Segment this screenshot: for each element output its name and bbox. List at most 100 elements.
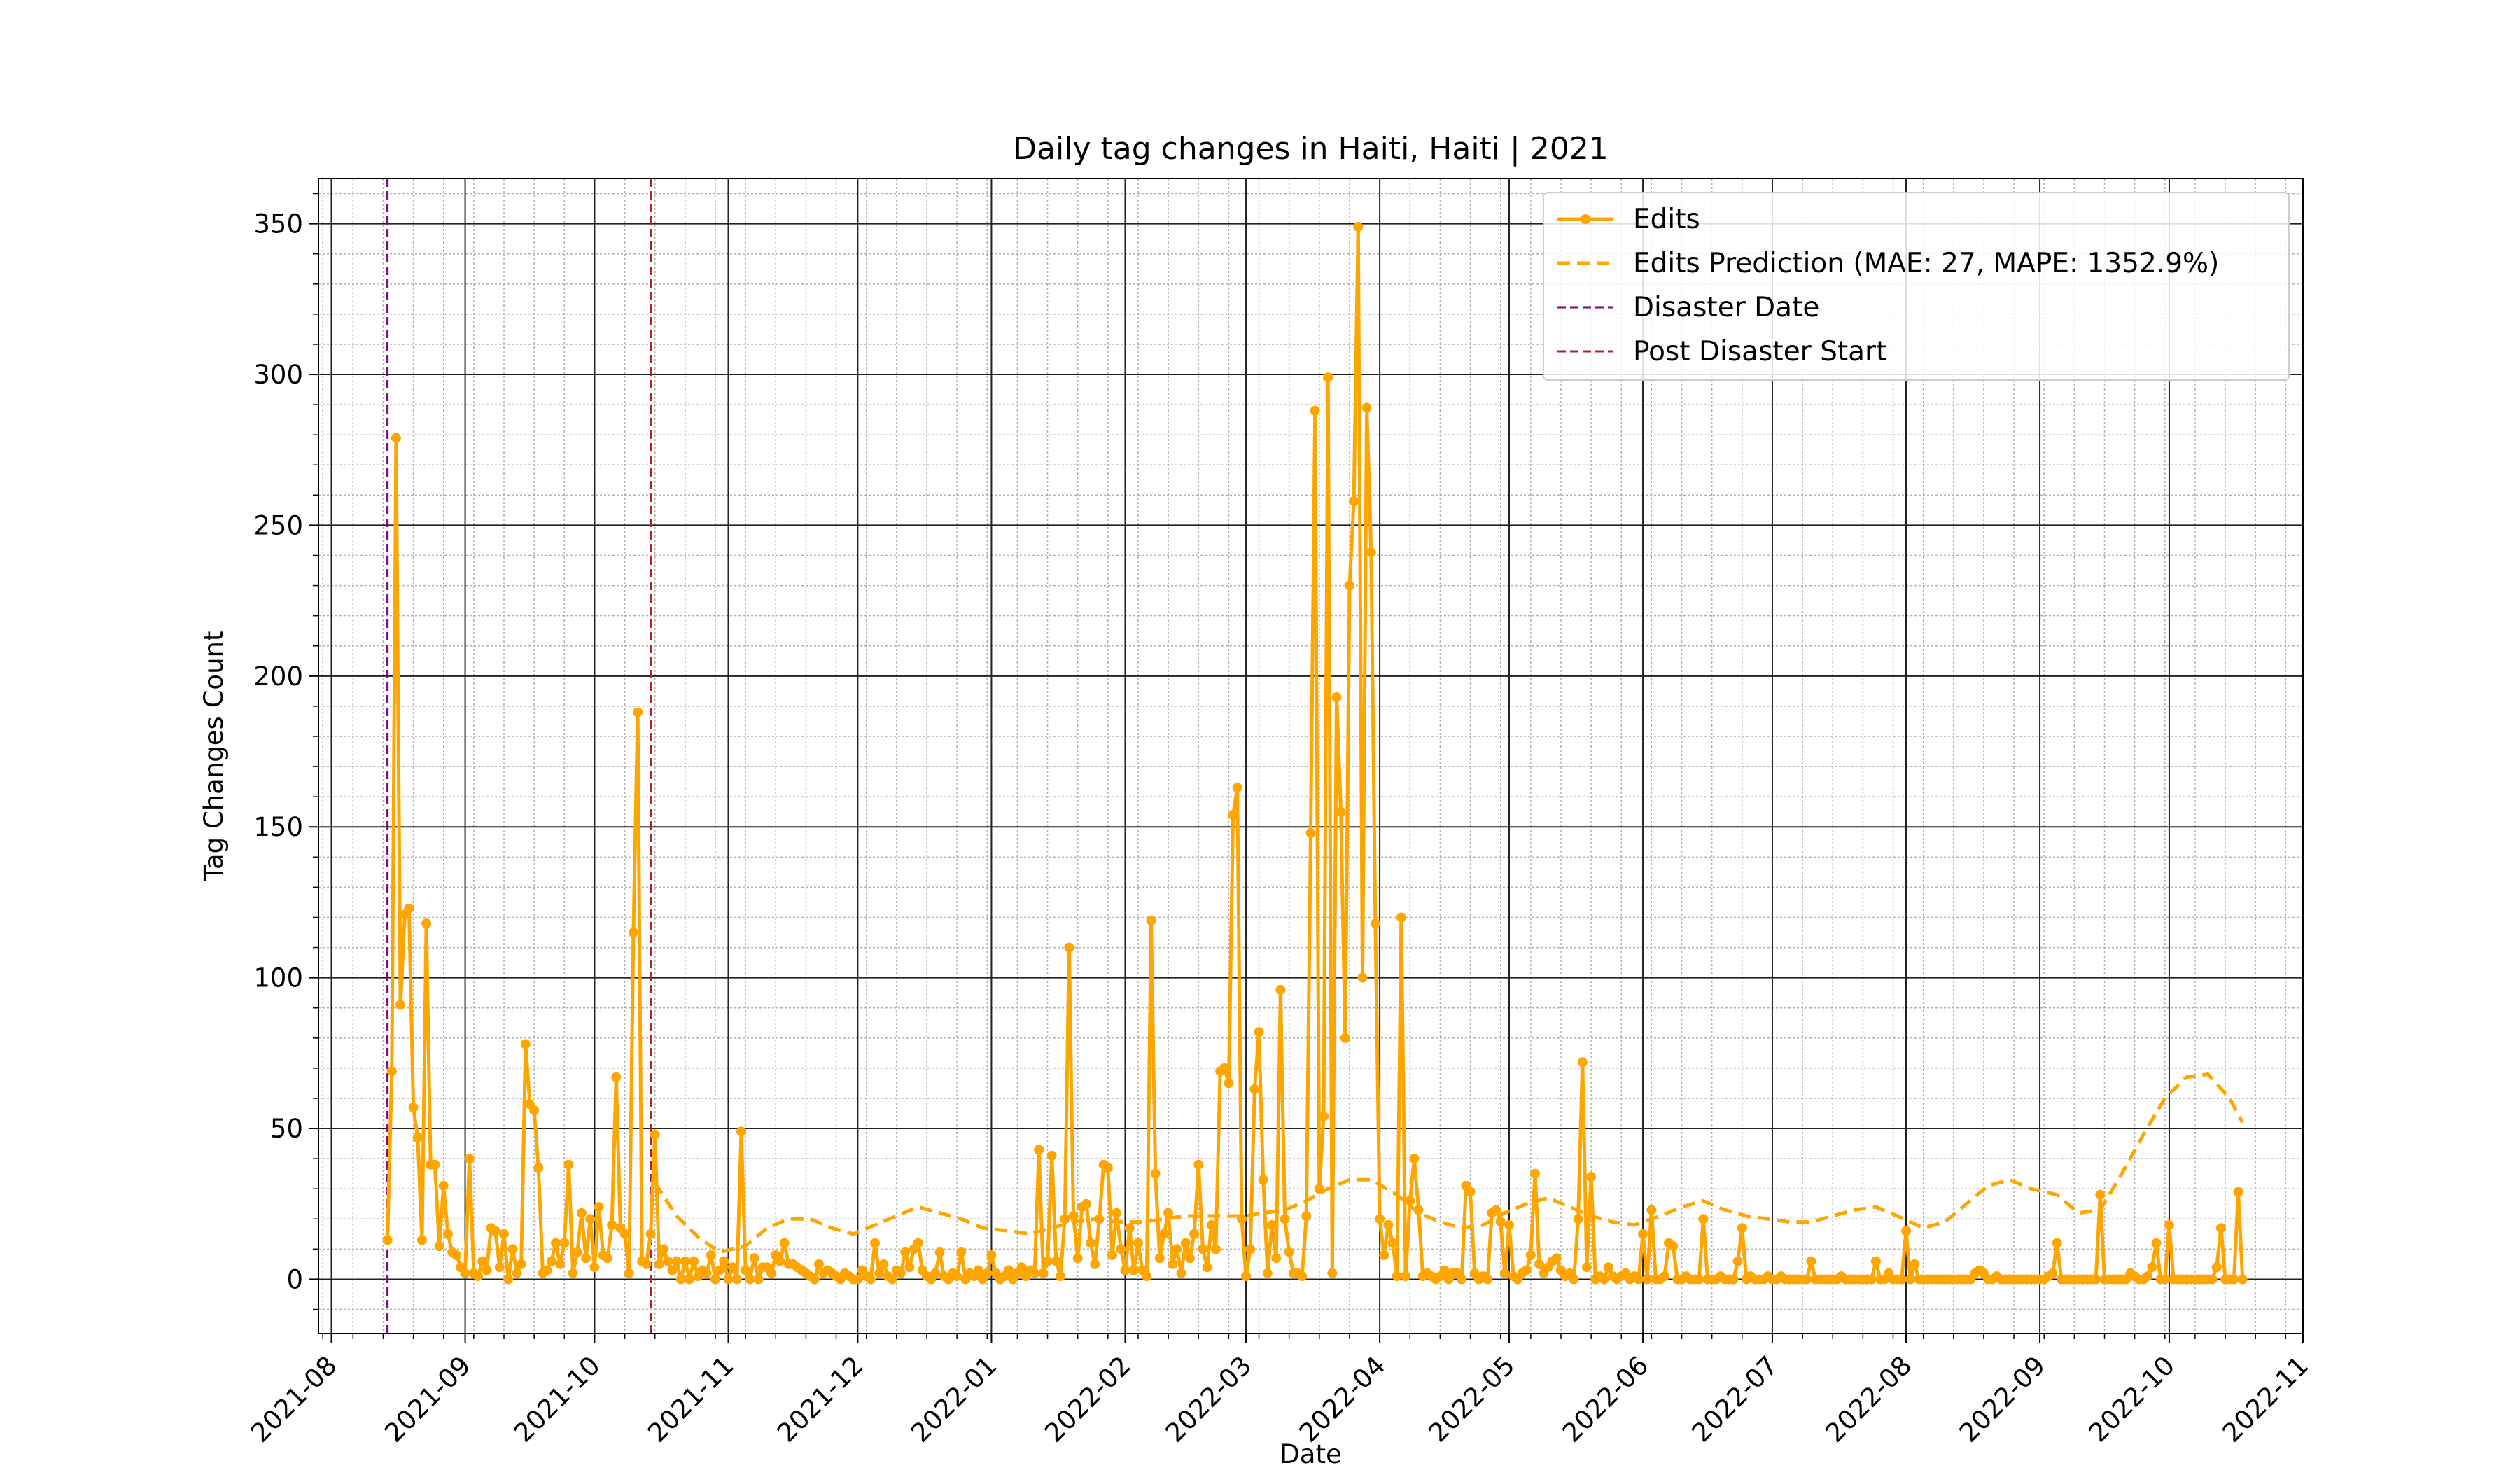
edits-point bbox=[2143, 1271, 2153, 1282]
edits-point bbox=[442, 1228, 453, 1239]
edits-point bbox=[559, 1238, 570, 1248]
edits-point bbox=[1150, 1168, 1161, 1179]
edits-point bbox=[624, 1268, 634, 1278]
edits-point bbox=[715, 1265, 725, 1275]
edits-point bbox=[1530, 1168, 1540, 1179]
edits-point bbox=[576, 1208, 587, 1218]
edits-point bbox=[934, 1247, 945, 1257]
edits-point bbox=[620, 1228, 630, 1239]
edits-point bbox=[1491, 1205, 1502, 1215]
edits-point bbox=[1642, 1274, 1653, 1284]
edits-point bbox=[1210, 1244, 1221, 1254]
edits-point bbox=[1262, 1268, 1273, 1278]
edits-point bbox=[1737, 1223, 1747, 1233]
edits-point bbox=[1297, 1271, 1308, 1282]
edits-point bbox=[1504, 1219, 1514, 1230]
edits-point bbox=[1016, 1262, 1027, 1273]
edits-point bbox=[1068, 1211, 1079, 1221]
edits-point bbox=[1413, 1205, 1424, 1215]
edits-point bbox=[1603, 1262, 1614, 1273]
edits-point bbox=[663, 1256, 673, 1266]
edits-point bbox=[1534, 1259, 1545, 1269]
edits-point bbox=[1870, 1256, 1881, 1266]
edits-point bbox=[1401, 1271, 1411, 1282]
edits-point bbox=[753, 1274, 764, 1284]
edits-point bbox=[650, 1129, 660, 1140]
edits-point bbox=[1521, 1265, 1532, 1275]
edits-point bbox=[421, 918, 432, 929]
edits-point bbox=[1051, 1256, 1061, 1266]
edits-point bbox=[2047, 1268, 2058, 1278]
edits-point bbox=[956, 1247, 967, 1257]
edits-point bbox=[1072, 1253, 1083, 1264]
y-tick-label: 300 bbox=[253, 360, 303, 390]
edits-point bbox=[2160, 1274, 2170, 1284]
edits-point bbox=[1142, 1271, 1152, 1282]
edits-point bbox=[870, 1238, 880, 1248]
edits-point bbox=[1258, 1175, 1268, 1185]
edits-point bbox=[667, 1265, 678, 1275]
y-tick-label: 0 bbox=[286, 1264, 303, 1294]
edits-point bbox=[1082, 1198, 1091, 1209]
edits-point bbox=[464, 1154, 475, 1164]
edits-point bbox=[408, 1102, 419, 1112]
edits-point bbox=[1245, 1244, 1256, 1254]
edits-point bbox=[1224, 1078, 1234, 1088]
edits-point bbox=[1133, 1238, 1143, 1248]
edits-point bbox=[1599, 1274, 1609, 1284]
edits-point bbox=[1638, 1228, 1648, 1239]
edits-point bbox=[396, 1000, 406, 1010]
y-tick-label: 250 bbox=[253, 510, 303, 540]
edits-point bbox=[1267, 1219, 1277, 1230]
edits-point bbox=[1331, 692, 1342, 702]
edits-point bbox=[1184, 1253, 1195, 1264]
edits-point bbox=[1910, 1259, 1920, 1269]
edits-point bbox=[416, 1235, 427, 1245]
edits-point bbox=[641, 1259, 652, 1269]
edits-point bbox=[589, 1262, 600, 1273]
edits-point bbox=[913, 1238, 923, 1248]
edits-point bbox=[529, 1105, 540, 1116]
edits-point bbox=[973, 1265, 983, 1275]
edits-point bbox=[2237, 1274, 2248, 1284]
edits-point bbox=[1232, 783, 1242, 793]
edits-point bbox=[473, 1271, 483, 1282]
edits-point bbox=[2233, 1186, 2244, 1197]
edits-point bbox=[2211, 1262, 2222, 1273]
edits-point bbox=[766, 1268, 777, 1278]
edits-point bbox=[659, 1244, 668, 1254]
edits-point bbox=[2151, 1238, 2162, 1248]
edits-point bbox=[1189, 1228, 1200, 1239]
edits-point bbox=[887, 1274, 897, 1284]
edits-point bbox=[1379, 1250, 1390, 1260]
edits-point bbox=[1241, 1271, 1252, 1282]
edits-point bbox=[1301, 1211, 1312, 1221]
plot-frame bbox=[318, 178, 2304, 1334]
edits-point bbox=[1060, 1214, 1070, 1224]
edits-point bbox=[1064, 942, 1074, 953]
edits-point bbox=[1866, 1274, 1877, 1284]
edits-point bbox=[1219, 1063, 1230, 1073]
edits-point bbox=[482, 1265, 492, 1275]
edits-point bbox=[1633, 1274, 1644, 1284]
edits-point bbox=[1284, 1247, 1294, 1257]
edits-point bbox=[1353, 221, 1364, 232]
legend-marker bbox=[1581, 214, 1590, 224]
edits-point bbox=[1659, 1271, 1670, 1282]
edits-point bbox=[1345, 580, 1354, 591]
edits-point bbox=[1030, 1268, 1040, 1278]
edits-point bbox=[1042, 1256, 1053, 1266]
edits-point bbox=[930, 1268, 941, 1278]
edits-point bbox=[1094, 1214, 1105, 1224]
edits-point bbox=[2229, 1274, 2239, 1284]
edits-point bbox=[490, 1226, 500, 1236]
edits-point bbox=[2095, 1189, 2106, 1200]
edits-point bbox=[520, 1039, 531, 1049]
edits-point bbox=[645, 1228, 656, 1239]
edits-point bbox=[499, 1228, 509, 1239]
edits-point bbox=[706, 1250, 716, 1260]
edits-point bbox=[2091, 1274, 2101, 1284]
edits-point bbox=[1306, 827, 1316, 838]
edits-point bbox=[1569, 1274, 1579, 1284]
edits-point bbox=[1102, 1163, 1113, 1173]
